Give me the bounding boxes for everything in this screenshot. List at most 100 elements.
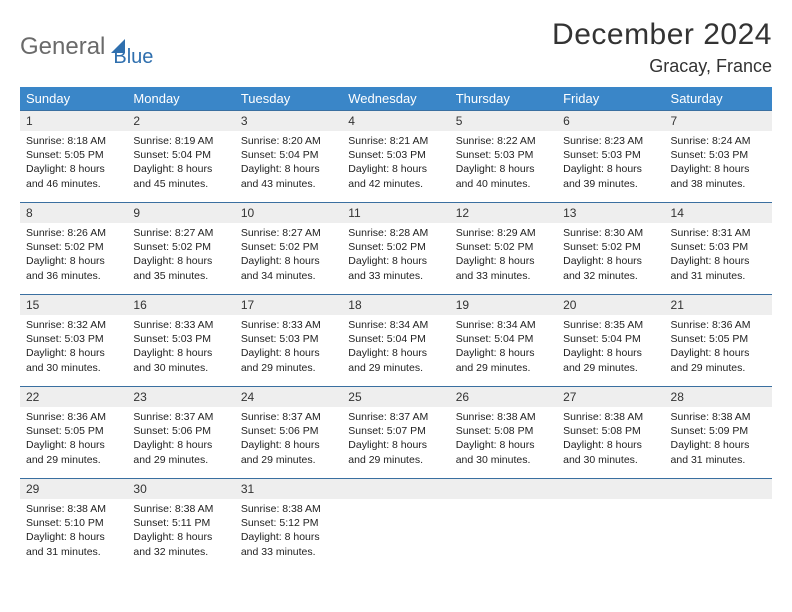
- sunrise-line: Sunrise: 8:27 AM: [241, 226, 336, 240]
- sunrise-line: Sunrise: 8:36 AM: [26, 410, 121, 424]
- calendar-cell: 8Sunrise: 8:26 AMSunset: 5:02 PMDaylight…: [20, 203, 127, 295]
- daylight-line: Daylight: 8 hours and 29 minutes.: [241, 346, 336, 374]
- day-number: 21: [665, 295, 772, 315]
- daylight-line: Daylight: 8 hours and 32 minutes.: [563, 254, 658, 282]
- calendar-cell: [665, 479, 772, 571]
- day-info: Sunrise: 8:28 AMSunset: 5:02 PMDaylight:…: [342, 223, 449, 287]
- day-info: Sunrise: 8:26 AMSunset: 5:02 PMDaylight:…: [20, 223, 127, 287]
- sunset-line: Sunset: 5:08 PM: [563, 424, 658, 438]
- day-number: 15: [20, 295, 127, 315]
- sunrise-line: Sunrise: 8:38 AM: [241, 502, 336, 516]
- day-info: Sunrise: 8:34 AMSunset: 5:04 PMDaylight:…: [450, 315, 557, 379]
- daylight-line: Daylight: 8 hours and 45 minutes.: [133, 162, 228, 190]
- daylight-line: Daylight: 8 hours and 31 minutes.: [671, 438, 766, 466]
- sunset-line: Sunset: 5:04 PM: [563, 332, 658, 346]
- day-info: Sunrise: 8:37 AMSunset: 5:06 PMDaylight:…: [127, 407, 234, 471]
- day-number: 10: [235, 203, 342, 223]
- day-info: Sunrise: 8:18 AMSunset: 5:05 PMDaylight:…: [20, 131, 127, 195]
- day-info: Sunrise: 8:38 AMSunset: 5:08 PMDaylight:…: [557, 407, 664, 471]
- day-info: Sunrise: 8:24 AMSunset: 5:03 PMDaylight:…: [665, 131, 772, 195]
- day-number: 23: [127, 387, 234, 407]
- day-number: [450, 479, 557, 499]
- day-info: Sunrise: 8:37 AMSunset: 5:07 PMDaylight:…: [342, 407, 449, 471]
- sunset-line: Sunset: 5:03 PM: [348, 148, 443, 162]
- daylight-line: Daylight: 8 hours and 29 minutes.: [26, 438, 121, 466]
- day-number: 3: [235, 111, 342, 131]
- calendar-cell: 21Sunrise: 8:36 AMSunset: 5:05 PMDayligh…: [665, 295, 772, 387]
- day-number: 29: [20, 479, 127, 499]
- sunset-line: Sunset: 5:12 PM: [241, 516, 336, 530]
- title-block: December 2024 Gracay, France: [552, 18, 772, 77]
- daylight-line: Daylight: 8 hours and 30 minutes.: [563, 438, 658, 466]
- calendar-cell: 5Sunrise: 8:22 AMSunset: 5:03 PMDaylight…: [450, 111, 557, 203]
- sunrise-line: Sunrise: 8:22 AM: [456, 134, 551, 148]
- weekday-header: Tuesday: [235, 87, 342, 111]
- weekday-header: Saturday: [665, 87, 772, 111]
- day-info: Sunrise: 8:33 AMSunset: 5:03 PMDaylight:…: [127, 315, 234, 379]
- calendar-cell: 6Sunrise: 8:23 AMSunset: 5:03 PMDaylight…: [557, 111, 664, 203]
- sunrise-line: Sunrise: 8:28 AM: [348, 226, 443, 240]
- day-number: 7: [665, 111, 772, 131]
- day-number: 14: [665, 203, 772, 223]
- day-number: 30: [127, 479, 234, 499]
- day-number: 8: [20, 203, 127, 223]
- sunset-line: Sunset: 5:02 PM: [563, 240, 658, 254]
- logo-text-2: Blue: [113, 46, 153, 69]
- daylight-line: Daylight: 8 hours and 31 minutes.: [671, 254, 766, 282]
- calendar-cell: 7Sunrise: 8:24 AMSunset: 5:03 PMDaylight…: [665, 111, 772, 203]
- day-number: 25: [342, 387, 449, 407]
- daylight-line: Daylight: 8 hours and 29 minutes.: [563, 346, 658, 374]
- sunset-line: Sunset: 5:03 PM: [456, 148, 551, 162]
- daylight-line: Daylight: 8 hours and 29 minutes.: [348, 346, 443, 374]
- sunrise-line: Sunrise: 8:37 AM: [348, 410, 443, 424]
- day-info: Sunrise: 8:38 AMSunset: 5:12 PMDaylight:…: [235, 499, 342, 563]
- calendar-cell: 9Sunrise: 8:27 AMSunset: 5:02 PMDaylight…: [127, 203, 234, 295]
- sunset-line: Sunset: 5:06 PM: [241, 424, 336, 438]
- sunrise-line: Sunrise: 8:20 AM: [241, 134, 336, 148]
- calendar-cell: 4Sunrise: 8:21 AMSunset: 5:03 PMDaylight…: [342, 111, 449, 203]
- daylight-line: Daylight: 8 hours and 39 minutes.: [563, 162, 658, 190]
- sunset-line: Sunset: 5:04 PM: [348, 332, 443, 346]
- weekday-header: Thursday: [450, 87, 557, 111]
- calendar-cell: 10Sunrise: 8:27 AMSunset: 5:02 PMDayligh…: [235, 203, 342, 295]
- calendar-cell: 19Sunrise: 8:34 AMSunset: 5:04 PMDayligh…: [450, 295, 557, 387]
- calendar-cell: 23Sunrise: 8:37 AMSunset: 5:06 PMDayligh…: [127, 387, 234, 479]
- day-number: 17: [235, 295, 342, 315]
- calendar-cell: 28Sunrise: 8:38 AMSunset: 5:09 PMDayligh…: [665, 387, 772, 479]
- sunrise-line: Sunrise: 8:29 AM: [456, 226, 551, 240]
- daylight-line: Daylight: 8 hours and 34 minutes.: [241, 254, 336, 282]
- sunrise-line: Sunrise: 8:34 AM: [456, 318, 551, 332]
- sunset-line: Sunset: 5:05 PM: [26, 424, 121, 438]
- sunrise-line: Sunrise: 8:34 AM: [348, 318, 443, 332]
- daylight-line: Daylight: 8 hours and 35 minutes.: [133, 254, 228, 282]
- day-info: Sunrise: 8:19 AMSunset: 5:04 PMDaylight:…: [127, 131, 234, 195]
- day-number: 19: [450, 295, 557, 315]
- calendar-cell: 16Sunrise: 8:33 AMSunset: 5:03 PMDayligh…: [127, 295, 234, 387]
- daylight-line: Daylight: 8 hours and 42 minutes.: [348, 162, 443, 190]
- calendar-row: 29Sunrise: 8:38 AMSunset: 5:10 PMDayligh…: [20, 479, 772, 571]
- calendar-cell: 29Sunrise: 8:38 AMSunset: 5:10 PMDayligh…: [20, 479, 127, 571]
- daylight-line: Daylight: 8 hours and 38 minutes.: [671, 162, 766, 190]
- weekday-header-row: SundayMondayTuesdayWednesdayThursdayFrid…: [20, 87, 772, 111]
- calendar-row: 8Sunrise: 8:26 AMSunset: 5:02 PMDaylight…: [20, 203, 772, 295]
- daylight-line: Daylight: 8 hours and 29 minutes.: [133, 438, 228, 466]
- calendar-cell: [557, 479, 664, 571]
- day-info: Sunrise: 8:29 AMSunset: 5:02 PMDaylight:…: [450, 223, 557, 287]
- sunset-line: Sunset: 5:04 PM: [456, 332, 551, 346]
- daylight-line: Daylight: 8 hours and 30 minutes.: [456, 438, 551, 466]
- weekday-header: Wednesday: [342, 87, 449, 111]
- daylight-line: Daylight: 8 hours and 30 minutes.: [26, 346, 121, 374]
- calendar-cell: 14Sunrise: 8:31 AMSunset: 5:03 PMDayligh…: [665, 203, 772, 295]
- daylight-line: Daylight: 8 hours and 29 minutes.: [456, 346, 551, 374]
- daylight-line: Daylight: 8 hours and 29 minutes.: [348, 438, 443, 466]
- day-number: 2: [127, 111, 234, 131]
- sunrise-line: Sunrise: 8:38 AM: [671, 410, 766, 424]
- page-title: December 2024: [552, 18, 772, 52]
- sunset-line: Sunset: 5:03 PM: [26, 332, 121, 346]
- daylight-line: Daylight: 8 hours and 46 minutes.: [26, 162, 121, 190]
- day-info: Sunrise: 8:35 AMSunset: 5:04 PMDaylight:…: [557, 315, 664, 379]
- sunrise-line: Sunrise: 8:27 AM: [133, 226, 228, 240]
- sunset-line: Sunset: 5:09 PM: [671, 424, 766, 438]
- day-info: Sunrise: 8:37 AMSunset: 5:06 PMDaylight:…: [235, 407, 342, 471]
- day-number: 26: [450, 387, 557, 407]
